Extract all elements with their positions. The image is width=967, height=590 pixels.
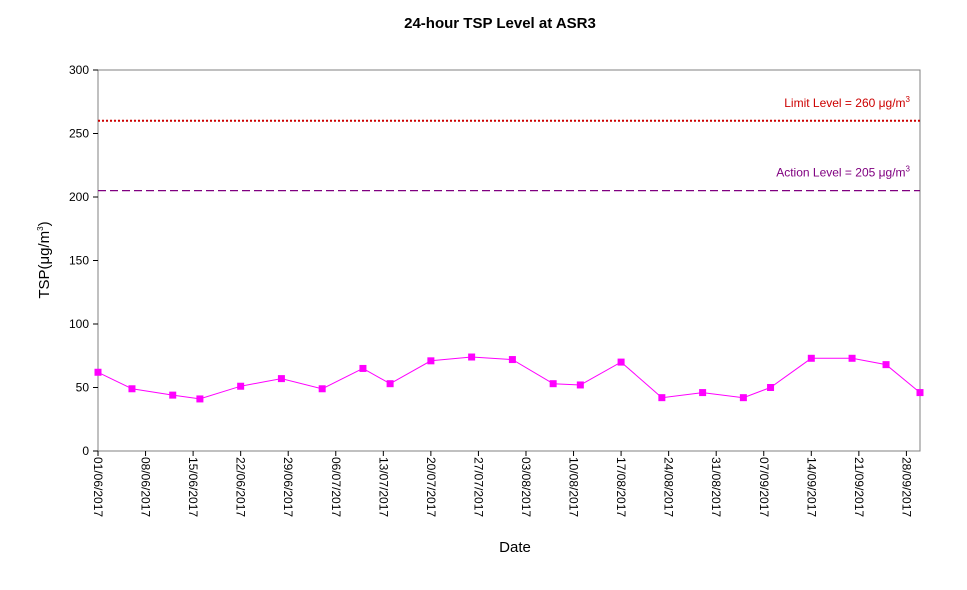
data-point	[386, 380, 394, 388]
y-tick-label: 0	[82, 444, 89, 458]
reference-line-label-exponent: 3	[906, 95, 911, 104]
data-point	[658, 394, 666, 402]
y-tick-label: 250	[69, 127, 89, 141]
series-line	[97, 356, 921, 400]
data-point	[508, 356, 516, 364]
x-tick-label: 24/08/2017	[662, 457, 676, 517]
x-tick-label: 31/08/2017	[709, 457, 723, 517]
data-point	[169, 391, 177, 399]
x-tick-label: 27/07/2017	[471, 457, 485, 517]
data-point	[468, 353, 476, 361]
reference-line-label-exponent: 3	[906, 165, 911, 174]
x-tick-label: 03/08/2017	[519, 457, 533, 517]
x-tick-label: 15/06/2017	[186, 457, 200, 517]
data-point	[427, 357, 435, 365]
x-tick-label: 10/08/2017	[567, 457, 581, 517]
data-point	[277, 375, 285, 383]
x-tick-label: 01/06/2017	[91, 457, 105, 517]
data-point	[94, 368, 102, 376]
x-tick-label: 08/06/2017	[139, 457, 153, 517]
y-tick-label: 150	[69, 254, 89, 268]
data-point	[617, 358, 625, 366]
x-tick-label: 29/06/2017	[281, 457, 295, 517]
y-tick-label: 100	[69, 317, 89, 331]
x-tick-label: 07/09/2017	[757, 457, 771, 517]
x-tick-label: 21/09/2017	[852, 457, 866, 517]
y-axis-label-exponent: 3	[36, 226, 45, 231]
data-point	[237, 382, 245, 390]
x-tick-label: 06/07/2017	[329, 457, 343, 517]
y-axis-label-suffix: )	[36, 221, 53, 226]
y-axis-label: TSP(μg/m3)	[36, 221, 53, 298]
x-tick-label: 28/09/2017	[899, 457, 913, 517]
data-point	[699, 389, 707, 397]
x-axis: 01/06/2017 08/06/2017 15/06/2017 22/06/2017…	[91, 451, 913, 517]
data-point	[739, 394, 747, 402]
reference-line-label: Limit Level = 260 μg/m3	[784, 95, 910, 110]
data-point	[549, 380, 557, 388]
y-tick-label: 50	[76, 381, 90, 395]
chart-title: 24-hour TSP Level at ASR3	[404, 15, 596, 32]
x-tick-label: 13/07/2017	[376, 457, 390, 517]
data-point	[196, 395, 204, 403]
data-point	[576, 381, 584, 389]
data-point	[848, 354, 856, 362]
x-tick-label: 14/09/2017	[804, 457, 818, 517]
data-point	[128, 385, 136, 393]
y-axis: 0 50 100 150 200 250 300	[69, 63, 98, 458]
reference-line-label: Action Level = 205 μg/m3	[776, 165, 910, 180]
series-group	[94, 353, 924, 403]
y-tick-label: 200	[69, 190, 89, 204]
y-axis-label-unit: μg/m	[36, 231, 53, 265]
reference-line-label-text: Action Level = 205 μg/m	[776, 166, 905, 180]
data-point	[807, 354, 815, 362]
x-axis-label: Date	[499, 539, 531, 556]
data-point	[359, 364, 367, 372]
plot-area	[97, 69, 921, 452]
x-tick-label: 22/06/2017	[234, 457, 248, 517]
y-tick-label: 300	[69, 63, 89, 77]
y-axis-label-prefix: TSP(	[36, 264, 53, 298]
data-point	[882, 361, 890, 369]
data-point	[916, 389, 924, 397]
x-tick-label: 17/08/2017	[614, 457, 628, 517]
reference-line-label-text: Limit Level = 260 μg/m	[784, 96, 905, 110]
x-tick-label: 20/07/2017	[424, 457, 438, 517]
data-point	[767, 384, 775, 391]
data-point	[318, 385, 326, 393]
